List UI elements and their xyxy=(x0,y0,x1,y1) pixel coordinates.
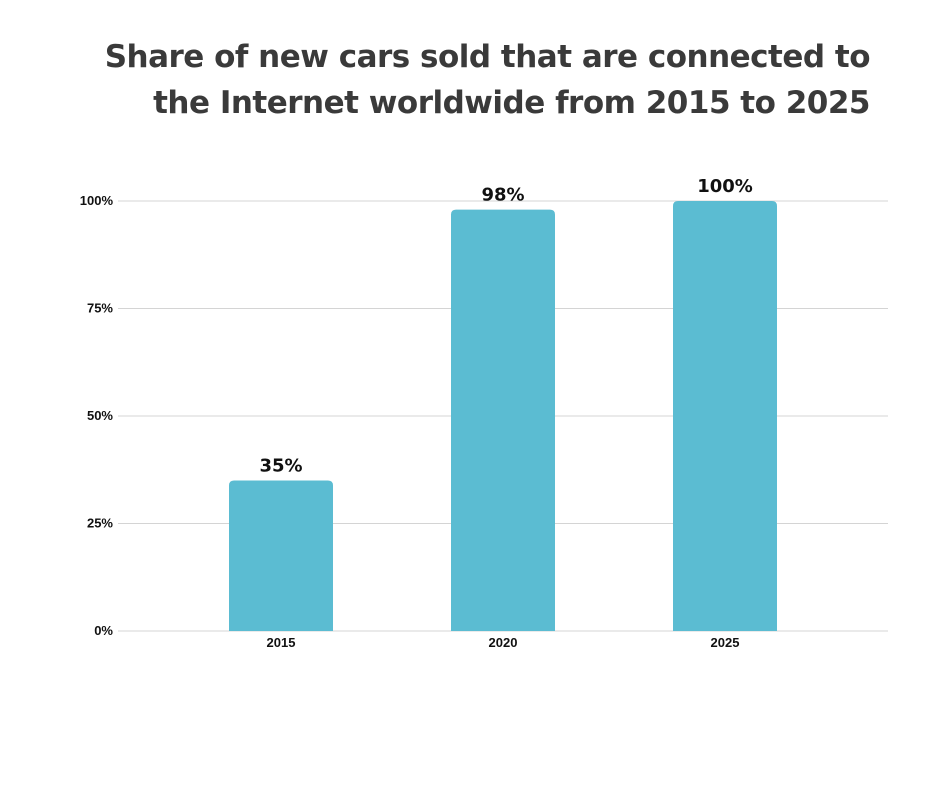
y-tick-label: 25% xyxy=(87,516,113,531)
x-tick-label-2025: 2025 xyxy=(711,635,740,650)
bar-2020 xyxy=(451,209,555,631)
data-labels: 35% 98% 100% xyxy=(259,176,752,477)
y-tick-label: 75% xyxy=(87,301,113,316)
chart-title: Share of new cars sold that are connecte… xyxy=(104,39,871,121)
x-tick-label-2020: 2020 xyxy=(489,635,518,650)
bar-2025 xyxy=(673,201,777,631)
y-tick-label: 0% xyxy=(94,623,113,638)
bars xyxy=(229,201,777,631)
y-tick-label: 50% xyxy=(87,408,113,423)
x-axis-ticks: 2015 2020 2025 xyxy=(267,635,740,650)
bar-2015 xyxy=(229,480,333,631)
y-tick-label: 100% xyxy=(80,193,114,208)
data-label-2025: 100% xyxy=(697,176,753,197)
x-tick-label-2015: 2015 xyxy=(267,635,296,650)
data-label-2020: 98% xyxy=(481,185,524,206)
y-axis-ticks: 0% 25% 50% 75% 100% xyxy=(80,193,114,638)
data-label-2015: 35% xyxy=(259,456,302,477)
